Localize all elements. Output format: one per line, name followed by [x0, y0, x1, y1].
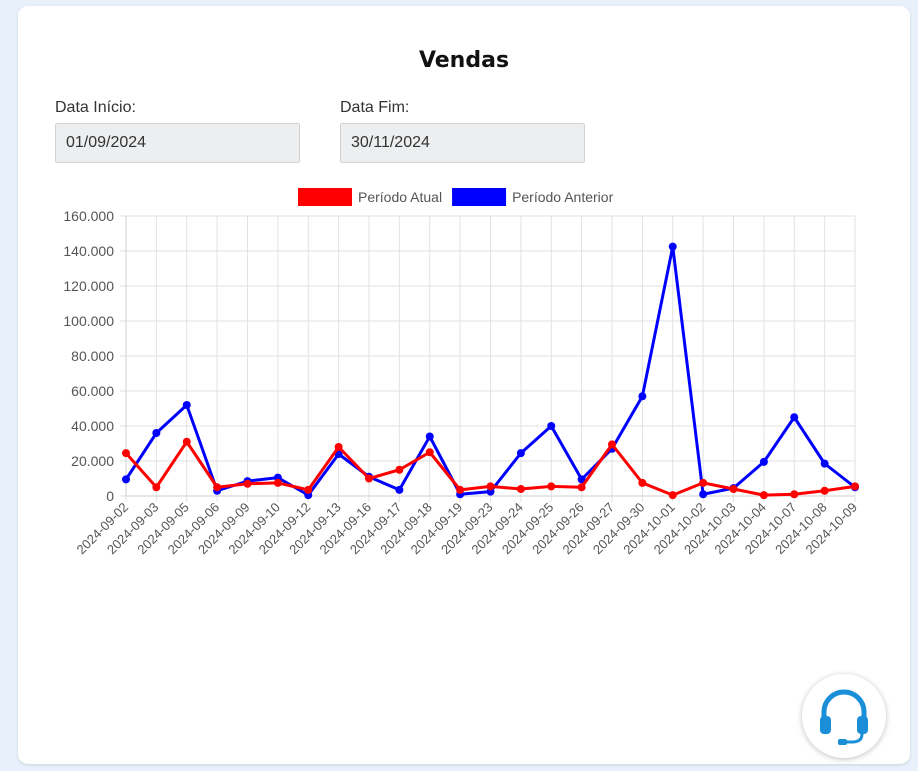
data-point — [638, 478, 647, 487]
data-point — [759, 457, 768, 466]
data-point — [820, 486, 829, 495]
legend-swatch — [298, 188, 352, 206]
end-date-input[interactable]: 30/11/2024 — [340, 123, 585, 163]
legend-swatch — [452, 188, 507, 206]
data-point — [152, 483, 161, 492]
y-tick-label: 20.000 — [71, 453, 114, 469]
data-point — [577, 483, 586, 492]
data-point — [486, 482, 495, 491]
data-point — [699, 490, 708, 499]
data-point — [425, 432, 434, 441]
data-point — [304, 485, 313, 494]
data-point — [273, 478, 282, 487]
data-point — [243, 479, 252, 488]
data-point — [456, 485, 465, 494]
end-date-label: Data Fim: — [340, 99, 410, 116]
legend-label: Período Atual — [358, 189, 442, 205]
headset-icon — [820, 689, 868, 745]
y-tick-label: 60.000 — [71, 383, 114, 399]
data-point — [425, 448, 434, 457]
y-tick-label: 140.000 — [63, 243, 114, 259]
sales-card: Vendas Data Início: 01/09/2024 Data Fim:… — [18, 6, 910, 764]
y-tick-label: 160.000 — [63, 208, 114, 224]
start-date-input[interactable]: 01/09/2024 — [55, 123, 300, 163]
data-point — [334, 443, 343, 451]
support-button[interactable] — [802, 674, 886, 758]
data-point — [729, 485, 738, 493]
data-point — [547, 482, 556, 491]
y-tick-label: 100.000 — [63, 313, 114, 329]
data-point — [638, 392, 647, 401]
data-point — [182, 437, 191, 446]
data-point — [395, 485, 404, 494]
legend-label: Período Anterior — [512, 189, 614, 205]
data-point — [122, 449, 130, 458]
data-point — [516, 485, 525, 493]
data-point — [699, 478, 708, 487]
data-point — [668, 242, 677, 251]
data-point — [213, 483, 222, 492]
data-point — [122, 475, 130, 484]
data-point — [608, 440, 616, 449]
page-title: Vendas — [418, 48, 510, 73]
data-point — [516, 449, 525, 458]
y-tick-label: 80.000 — [71, 348, 114, 364]
y-tick-label: 40.000 — [71, 418, 114, 434]
y-tick-label: 120.000 — [63, 278, 114, 294]
y-tick-label: 0 — [106, 488, 114, 504]
data-point — [365, 474, 373, 483]
data-point — [182, 401, 191, 409]
data-point — [668, 491, 677, 500]
data-point — [790, 413, 799, 422]
data-point — [759, 491, 768, 500]
data-point — [790, 490, 799, 499]
data-point — [851, 482, 859, 491]
data-point — [577, 475, 586, 484]
data-point — [820, 459, 829, 468]
data-point — [152, 429, 161, 437]
data-point — [395, 465, 404, 474]
data-point — [547, 422, 556, 430]
start-date-label: Data Início: — [55, 99, 136, 116]
